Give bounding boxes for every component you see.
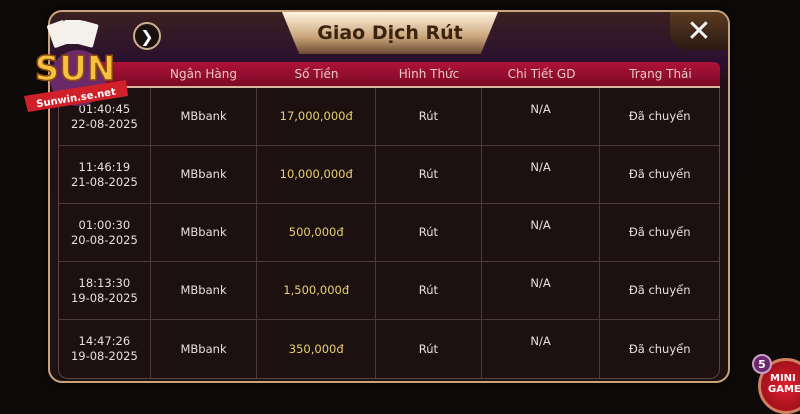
cell-text: MBbank — [180, 341, 227, 356]
cell-text: Đã chuyển — [628, 225, 691, 239]
cell-method: Rút — [376, 320, 482, 378]
cell-text: 10,000,000đ — [279, 167, 353, 181]
cell-method: Rút — [376, 262, 482, 319]
cell-bank: MBbank — [151, 88, 258, 145]
col-header-bank: Ngân Hàng — [170, 67, 237, 81]
cell-text: 19-08-2025 — [70, 349, 138, 363]
cell-datetime: 14:47:26 19-08-2025 — [59, 320, 151, 378]
cell-amount: 10,000,000đ — [257, 146, 377, 203]
transactions-table: Ngân Hàng Số Tiền Hình Thức Chi Tiết GD … — [58, 62, 720, 380]
mini-game-label-2: GAME — [768, 384, 800, 395]
table-row: 01:00:30 20-08-2025 MBbank 500,000đ Rút N/A Đã… — [59, 204, 719, 262]
cell-text: 01:40:45 — [78, 101, 131, 116]
dialog-title-tab: Giao Dịch Rút — [282, 12, 498, 54]
cell-text: 18:13:30 — [78, 275, 131, 290]
table-row: 14:47:26 19-08-2025 MBbank 350,000đ Rút N/A Đã… — [59, 320, 719, 378]
cell-text: MBbank — [180, 283, 227, 297]
cell-text: N/A — [530, 334, 551, 348]
cell-text: MBbank — [180, 167, 227, 181]
cell-text: Rút — [418, 167, 439, 181]
cell-bank: MBbank — [151, 146, 258, 203]
cell-method: Rút — [376, 88, 482, 145]
close-icon[interactable]: ✕ — [670, 12, 728, 50]
cell-detail: N/A — [482, 88, 601, 145]
cell-amount: 1,500,000đ — [257, 262, 377, 319]
cell-amount: 500,000đ — [257, 204, 377, 261]
cell-datetime: 01:00:30 20-08-2025 — [59, 204, 151, 261]
mini-game-badge: 5 — [752, 354, 772, 374]
logo-text: SUN — [35, 49, 116, 89]
cell-text: 01:00:30 — [78, 217, 131, 232]
cell-text: Rút — [418, 283, 439, 297]
cell-text: 1,500,000đ — [283, 283, 350, 297]
cell-text: Rút — [418, 341, 439, 356]
cell-text: Rút — [418, 225, 439, 239]
cell-detail: N/A — [482, 320, 601, 378]
cell-detail: N/A — [482, 262, 601, 319]
table-body: 01:40:45 22-08-2025 MBbank 17,000,000đ Rút N/… — [58, 88, 720, 379]
cell-datetime: 18:13:30 19-08-2025 — [59, 262, 151, 319]
cell-datetime: 01:40:45 22-08-2025 — [59, 88, 151, 145]
cell-text: 22-08-2025 — [70, 116, 138, 131]
cell-text: 21-08-2025 — [70, 174, 138, 189]
cell-text: Đã chuyển — [628, 109, 691, 123]
table-header: Ngân Hàng Số Tiền Hình Thức Chi Tiết GD … — [58, 62, 720, 88]
cell-status: Đã chuyển — [600, 146, 719, 203]
cell-text: N/A — [530, 102, 551, 116]
cell-bank: MBbank — [151, 204, 258, 261]
cell-text: 14:47:26 — [78, 334, 131, 348]
col-header-method: Hình Thức — [398, 67, 460, 81]
table-row: 01:40:45 22-08-2025 MBbank 17,000,000đ Rút N/… — [59, 88, 719, 146]
cell-text: 11:46:19 — [78, 159, 131, 174]
dialog-title: Giao Dịch Rút — [317, 22, 463, 44]
cell-bank: MBbank — [151, 262, 258, 319]
mini-game-label-1: MINI — [770, 373, 796, 384]
chevron-right-icon[interactable]: ❯ — [133, 22, 161, 50]
cell-text: N/A — [530, 218, 551, 232]
col-header-status: Trạng Thái — [629, 67, 692, 81]
cell-text: Đã chuyển — [628, 283, 691, 297]
cell-method: Rút — [376, 146, 482, 203]
cell-text: N/A — [530, 160, 551, 174]
cell-text: 20-08-2025 — [70, 232, 138, 247]
table-row: 11:46:19 21-08-2025 MBbank 10,000,000đ Rút N/… — [59, 146, 719, 204]
cell-text: 500,000đ — [288, 225, 344, 239]
cell-amount: 350,000đ — [257, 320, 377, 378]
cell-status: Đã chuyển — [600, 320, 719, 378]
cell-method: Rút — [376, 204, 482, 261]
cell-text: 350,000đ — [288, 341, 344, 356]
cell-status: Đã chuyển — [600, 204, 719, 261]
cell-datetime: 11:46:19 21-08-2025 — [59, 146, 151, 203]
cell-text: N/A — [530, 276, 551, 290]
col-header-amount: Số Tiền — [294, 67, 339, 81]
cell-detail: N/A — [482, 146, 601, 203]
cell-bank: MBbank — [151, 320, 258, 378]
col-header-detail: Chi Tiết GD — [507, 67, 576, 81]
cell-text: Đã chuyển — [628, 167, 691, 181]
cell-text: 17,000,000đ — [279, 109, 353, 123]
sunwin-logo: SUN Sunwin.se.net — [24, 20, 128, 112]
cell-text: MBbank — [180, 109, 227, 123]
cell-text: 19-08-2025 — [70, 290, 138, 305]
cell-text: MBbank — [180, 225, 227, 239]
cell-text: Rút — [418, 109, 439, 123]
cell-status: Đã chuyển — [600, 88, 719, 145]
cell-status: Đã chuyển — [600, 262, 719, 319]
cell-text: Đã chuyển — [628, 341, 691, 356]
cell-amount: 17,000,000đ — [257, 88, 377, 145]
table-row: 18:13:30 19-08-2025 MBbank 1,500,000đ Rút N/A… — [59, 262, 719, 320]
cell-detail: N/A — [482, 204, 601, 261]
